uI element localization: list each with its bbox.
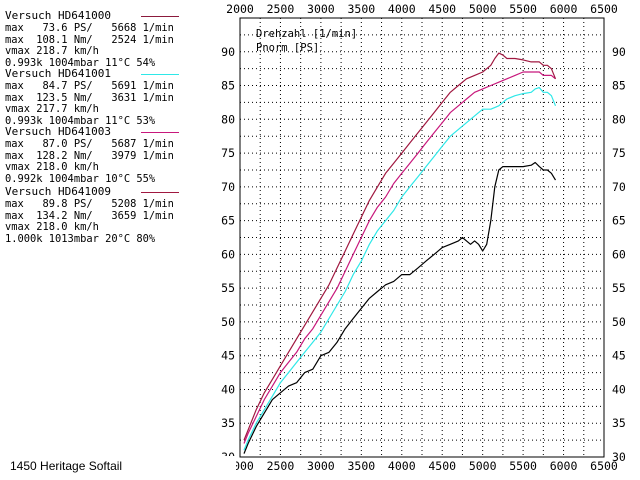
x-axis-label: Drehzahl [1/min] [256,28,357,40]
y-tick-label-right: 65 [612,214,626,228]
y-tick-label-left: 35 [221,416,235,430]
y-tick-label-right: 45 [612,349,626,363]
y-tick-label-left: 75 [221,146,235,160]
y-tick-label-left: 80 [221,112,235,126]
y-tick-label-left: 55 [221,281,235,295]
y-tick-label-left: 50 [221,315,235,329]
x-tick-label-bottom: 3500 [347,459,375,473]
x-tick-label-bottom: 6000 [550,459,578,473]
x-tick-label-top: 5000 [469,2,497,16]
caption: 1450 Heritage Softail [6,456,236,476]
x-tick-label-top: 2500 [267,2,295,16]
y-tick-label-right: 30 [612,450,626,464]
y-tick-label-right: 90 [612,45,626,59]
x-tick-label-bottom: 5500 [509,459,537,473]
y-tick-label-right: 35 [612,416,626,430]
y-tick-label-left: 90 [221,45,235,59]
y-tick-label-left: 60 [221,247,235,261]
y-tick-label-left: 40 [221,382,235,396]
y-tick-label-left: 85 [221,79,235,93]
y-tick-label-right: 75 [612,146,626,160]
x-tick-label-bottom: 2500 [267,459,295,473]
x-tick-label-bottom: 4500 [428,459,456,473]
y-tick-label-right: 70 [612,180,626,194]
x-tick-label-top: 6000 [550,2,578,16]
x-tick-label-bottom: 5000 [469,459,497,473]
x-tick-label-top: 4000 [388,2,416,16]
x-tick-label-bottom: 3000 [307,459,335,473]
y-tick-label-right: 85 [612,79,626,93]
y-tick-label-left: 45 [221,349,235,363]
x-tick-label-bottom: 4000 [388,459,416,473]
y-tick-label-right: 80 [612,112,626,126]
y-tick-label-right: 60 [612,247,626,261]
x-tick-label-top: 5500 [509,2,537,16]
x-tick-label-top: 3000 [307,2,335,16]
y-tick-label-left: 65 [221,214,235,228]
y-tick-label-right: 55 [612,281,626,295]
y-tick-label-right: 40 [612,382,626,396]
x-tick-label-top: 3500 [347,2,375,16]
x-tick-label-top: 4500 [428,2,456,16]
x-tick-label-top: 2000 [226,2,254,16]
x-tick-label-top: 6500 [590,2,618,16]
y-tick-label-left: 70 [221,180,235,194]
y-axis-label: Pnorm [PS] [256,42,319,54]
y-tick-label-right: 50 [612,315,626,329]
plot-area [240,18,604,457]
